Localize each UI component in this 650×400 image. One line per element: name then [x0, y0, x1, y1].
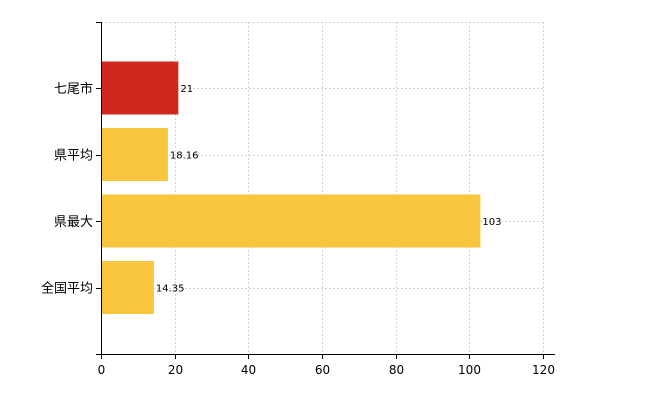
data-label: 103: [482, 217, 501, 228]
data-label: 14.35: [156, 284, 185, 295]
axes: [96, 22, 555, 359]
x-tick-label: 40: [241, 363, 256, 377]
data-label: 21: [180, 84, 193, 95]
bar: [101, 261, 154, 314]
bar: [101, 128, 168, 181]
bar: [101, 194, 481, 248]
category-label: 全国平均: [41, 281, 93, 297]
x-tick-label: 80: [389, 363, 404, 377]
category-label: 県最大: [54, 215, 93, 230]
x-tick-label: 0: [98, 363, 106, 377]
data-label: 18.16: [170, 151, 199, 162]
bars: [101, 61, 481, 314]
x-tick-label: 20: [168, 363, 183, 377]
category-label: 七尾市: [54, 81, 93, 97]
x-tick-label: 120: [532, 363, 555, 377]
x-tick-label: 60: [315, 363, 330, 377]
category-label: 県平均: [54, 149, 93, 164]
x-tick-label: 100: [458, 363, 481, 377]
labels: 21 七尾市 18.16 県平均 103 県最大 14.35 全国平均 0 20 40 60 80 100…: [41, 81, 555, 377]
bar: [101, 61, 179, 115]
